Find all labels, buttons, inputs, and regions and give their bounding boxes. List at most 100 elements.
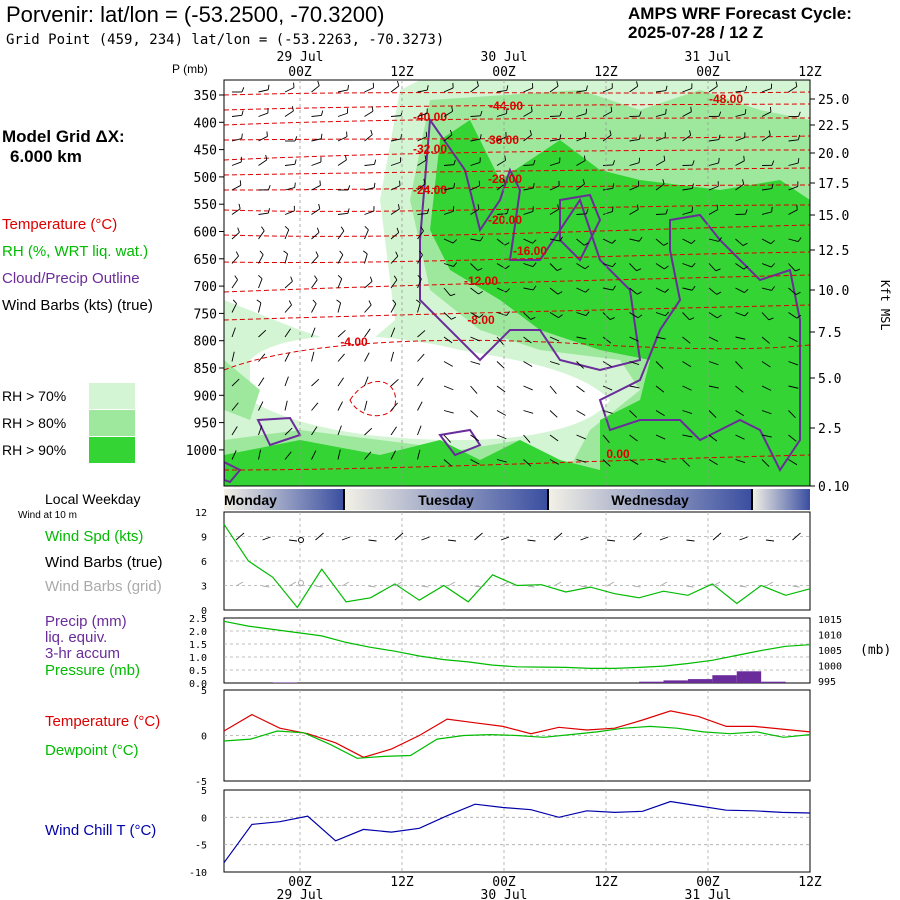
wind-barb xyxy=(284,427,293,436)
weekday-tuesday: Tuesday xyxy=(418,492,474,508)
wind-barb xyxy=(337,230,345,240)
wind-barb xyxy=(390,208,400,215)
wind-barb-flag xyxy=(396,227,400,233)
top-date-label: 29 Jul xyxy=(277,50,324,65)
grid-wind-barb xyxy=(235,581,244,587)
wind-barb xyxy=(364,427,373,436)
wind-barb xyxy=(549,85,559,93)
wind-barb-flag xyxy=(453,159,456,165)
wind-barb xyxy=(655,459,666,463)
wind-barb-flag xyxy=(336,299,341,304)
wind-barb-flag xyxy=(636,204,639,210)
wind-barb xyxy=(284,187,295,191)
wind-barb-flag xyxy=(312,299,317,304)
surface-wind-barb xyxy=(235,532,245,541)
wind-barb xyxy=(231,402,239,411)
precip-bar xyxy=(272,682,298,683)
wind-barb xyxy=(682,134,691,142)
wind-barb xyxy=(761,263,772,268)
wind-barb xyxy=(655,410,665,417)
wind-barb-flag xyxy=(744,109,747,115)
wind-barb xyxy=(231,138,242,142)
wind-barb-flag xyxy=(424,155,427,161)
grid-wind-barb xyxy=(394,581,403,587)
wind-barb-flag xyxy=(744,288,749,293)
height-tick-label: 5.0 xyxy=(818,372,841,387)
bottom-time-tick-label: 12Z xyxy=(594,875,618,890)
wind-barb xyxy=(470,385,478,394)
wind-barb xyxy=(523,111,533,117)
wind-barb xyxy=(682,434,693,438)
wind-barb-flag xyxy=(638,134,641,140)
wind-barb-flag xyxy=(612,262,617,268)
wind-barb xyxy=(231,161,242,166)
wind-barb xyxy=(523,134,532,142)
rh90-low xyxy=(224,440,600,486)
temperature-panel-tick-label: 0 xyxy=(201,732,207,743)
label-dewpoint: Dewpoint (°C) xyxy=(45,742,139,759)
wind-barb xyxy=(337,254,344,264)
label-precip1: Precip (mm) xyxy=(45,613,127,630)
wind-barb xyxy=(496,183,506,191)
wind-barb xyxy=(549,361,560,365)
wind-barb xyxy=(682,459,691,467)
wind-barb xyxy=(655,385,665,393)
wind-barb-flag xyxy=(452,239,458,244)
pressure-unit: (mb) xyxy=(860,643,892,658)
wind-barb xyxy=(443,87,454,93)
wind-barb xyxy=(470,287,479,295)
wind-barb-flag xyxy=(241,110,244,116)
bottom-time-tick-label: 00Z xyxy=(492,875,516,890)
wind-barb xyxy=(311,378,320,387)
wind-barb-flag xyxy=(450,293,456,297)
wind-barb-flag xyxy=(717,314,722,319)
wind-barb-flag xyxy=(692,160,695,166)
wind-barb xyxy=(629,385,640,389)
surface-wind-barb xyxy=(686,539,695,542)
precip-panel-frame xyxy=(223,617,811,684)
rh80-swatch xyxy=(89,410,135,436)
windchill-line xyxy=(223,800,811,864)
wind-barb-flag xyxy=(477,267,483,271)
wind-barb-flag xyxy=(716,291,722,295)
surface-wind-barb xyxy=(394,532,404,541)
wind-barb xyxy=(735,238,744,246)
pressure-tick-label: 600 xyxy=(194,226,217,241)
wind-barb xyxy=(629,209,639,215)
wind-barb xyxy=(788,336,798,342)
top-time-tick-label: 00Z xyxy=(492,65,516,80)
pressure-tick-label: 900 xyxy=(194,389,217,404)
grid-wind-barb xyxy=(553,581,562,587)
height-tick-label: 0.10 xyxy=(818,480,849,495)
wind-barb xyxy=(364,134,373,142)
wind-barb-flag xyxy=(237,227,240,233)
wind-barb xyxy=(549,385,557,394)
wind-barb-flag xyxy=(559,134,562,140)
wind-barb xyxy=(576,113,587,117)
top-time-tick-label: 00Z xyxy=(696,65,720,80)
local-weekday-label: Local Weekday xyxy=(45,491,141,507)
wind-barb-flag xyxy=(715,268,721,272)
wind-barb xyxy=(258,401,264,411)
cloud-outline-low3 xyxy=(224,460,242,484)
wind-barb xyxy=(231,378,240,387)
wind-speed-panel-tick-label: 3 xyxy=(201,582,207,593)
wind-barb xyxy=(443,385,454,391)
wind-barb xyxy=(417,449,421,460)
grid-wind-barb xyxy=(341,581,350,587)
wind-barb xyxy=(231,351,235,362)
wind-barb-flag xyxy=(532,285,537,291)
wind-barb xyxy=(258,377,265,387)
weekday-wednesday: Wednesday xyxy=(611,492,689,508)
wind-barb-flag xyxy=(771,160,775,166)
grid-wind-barb xyxy=(315,585,323,588)
wind-barb xyxy=(258,230,265,240)
wind-barb-flag xyxy=(689,130,692,136)
wind-barb-flag xyxy=(369,276,373,282)
wind-barb xyxy=(417,254,423,264)
wind-barb xyxy=(655,361,664,369)
wind-barb xyxy=(364,328,371,338)
wind-barb xyxy=(284,253,289,264)
wind-barb xyxy=(311,185,321,191)
surface-wind-barb xyxy=(368,539,377,542)
